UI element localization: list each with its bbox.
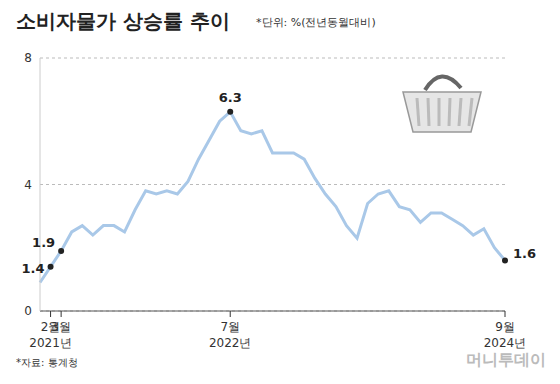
svg-text:2024년: 2024년 [484,336,527,350]
html-text:*단위: %(전년동월대비): *단위: %(전년동월대비) [256,16,376,29]
svg-text:2021년: 2021년 [29,336,72,350]
svg-text:1.4: 1.4 [22,261,45,276]
svg-text:7월: 7월 [220,320,240,334]
html-text:소비자물가 상승률 추이: 소비자물가 상승률 추이 [16,9,230,33]
html-text:*자료: 통계청: *자료: 통계청 [16,357,78,368]
svg-text:3월: 3월 [51,320,71,334]
svg-text:8: 8 [24,51,32,65]
svg-text:0: 0 [24,304,32,318]
svg-text:1.6: 1.6 [513,246,536,261]
html-text:머니투데이: 머니투데이 [466,350,546,369]
svg-text:1.9: 1.9 [32,235,55,250]
svg-text:2022년: 2022년 [209,336,252,350]
svg-text:6.3: 6.3 [219,90,242,105]
svg-text:9월: 9월 [495,320,515,334]
svg-text:4: 4 [24,178,32,192]
